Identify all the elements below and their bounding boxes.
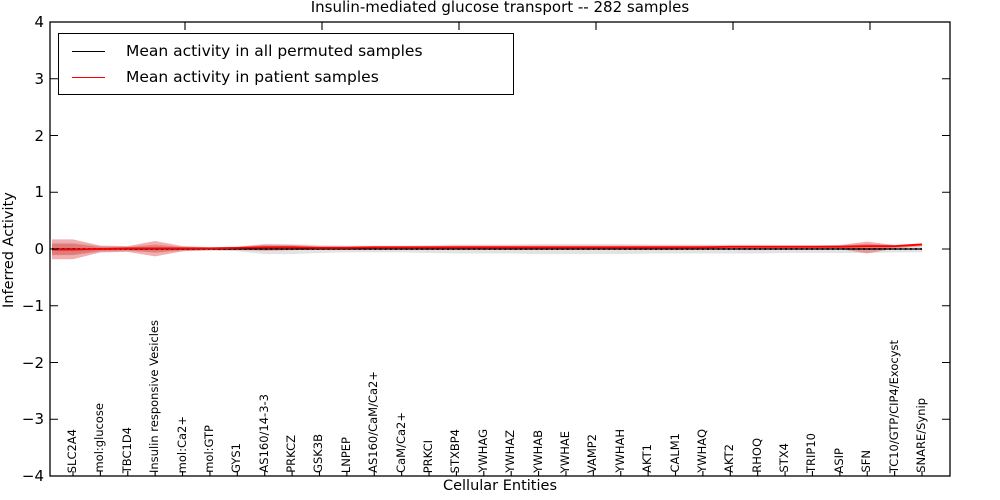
x-category-label: YWHAB bbox=[530, 430, 545, 473]
y-tick-label: −4 bbox=[21, 467, 44, 485]
y-tick-label: −2 bbox=[21, 353, 44, 372]
x-category-label: GYS1 bbox=[229, 443, 244, 473]
y-tick-label: 4 bbox=[34, 13, 44, 31]
x-category-label: TRIP10 bbox=[804, 433, 819, 473]
x-category-label: VAMP2 bbox=[585, 433, 600, 473]
x-category-label: STXBP4 bbox=[448, 428, 463, 473]
x-category-label: PRKCZ bbox=[284, 435, 299, 473]
x-category-label: TBC1D4 bbox=[119, 426, 134, 473]
legend-label-patient: Mean activity in patient samples bbox=[126, 68, 379, 86]
x-category-label: SNARE/Synip bbox=[914, 398, 928, 473]
x-category-label: YWHAZ bbox=[503, 430, 518, 473]
x-category-label: RHOQ bbox=[749, 438, 764, 473]
x-category-label: CaM/Ca2+ bbox=[393, 412, 408, 473]
y-tick-label: −3 bbox=[21, 410, 44, 429]
legend-entry-permuted: Mean activity in all permuted samples bbox=[59, 42, 513, 60]
x-category-label: mol:GTP bbox=[201, 425, 216, 473]
legend: Mean activity in all permuted samples Me… bbox=[58, 33, 514, 95]
x-category-label: SFN bbox=[859, 450, 874, 473]
x-category-label: AKT2 bbox=[722, 444, 737, 473]
x-category-label: YWHAE bbox=[557, 430, 572, 473]
x-category-label: AKT1 bbox=[640, 444, 655, 473]
x-category-label: TC10/GTP/CIP4/Exocyst bbox=[886, 339, 901, 473]
plot-frame bbox=[49, 21, 951, 477]
x-category-label: SLC2A4 bbox=[65, 428, 79, 473]
x-category-label: AS160/CaM/Ca2+ bbox=[366, 371, 381, 473]
x-category-label: GSK3B bbox=[311, 434, 326, 473]
x-category-label: YWHAH bbox=[612, 429, 627, 473]
x-category-label: mol:glucose bbox=[92, 403, 107, 473]
x-category-label: STX4 bbox=[777, 443, 792, 473]
y-tick-label: 2 bbox=[34, 126, 44, 145]
legend-line-permuted-icon bbox=[72, 50, 105, 52]
y-tick-label: 1 bbox=[34, 183, 44, 202]
x-category-label: PRKCI bbox=[421, 439, 436, 473]
x-category-label: AS160/14-3-3 bbox=[256, 394, 271, 473]
y-tick-label: 3 bbox=[34, 69, 44, 88]
x-category-label: YWHAG bbox=[475, 429, 490, 473]
patient-mean-line bbox=[52, 243, 923, 251]
x-category-label: CALM1 bbox=[667, 433, 682, 473]
chart-title: Insulin-mediated glucose transport -- 28… bbox=[310, 0, 690, 16]
x-category-label: YWHAQ bbox=[694, 429, 709, 473]
x-category-label: mol:Ca2+ bbox=[174, 415, 189, 473]
y-tick-label: −1 bbox=[21, 296, 44, 315]
x-axis-label: Cellular Entities bbox=[442, 478, 558, 494]
legend-line-patient-icon bbox=[72, 76, 105, 78]
x-category-label: ASIP bbox=[831, 447, 846, 474]
x-category-label: Insulin responsive Vesicles bbox=[147, 319, 162, 473]
x-category-label: LNPEP bbox=[338, 436, 353, 473]
legend-label-permuted: Mean activity in all permuted samples bbox=[126, 42, 423, 60]
legend-entry-patient: Mean activity in patient samples bbox=[59, 68, 513, 86]
y-tick-label: 0 bbox=[34, 240, 44, 258]
